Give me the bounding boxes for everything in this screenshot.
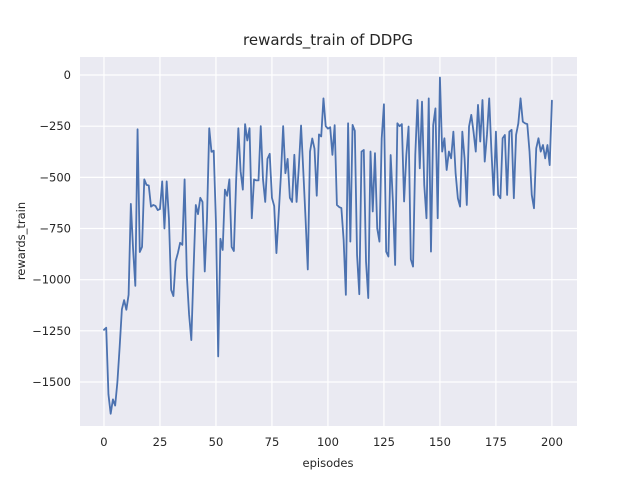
y-tick-label: −500 bbox=[39, 170, 71, 184]
y-tick-label: −1250 bbox=[32, 324, 71, 338]
x-tick-label: 25 bbox=[153, 435, 168, 449]
x-tick-label: 175 bbox=[485, 435, 507, 449]
y-tick-label: 0 bbox=[64, 68, 71, 82]
x-tick-label: 75 bbox=[265, 435, 280, 449]
y-tick-label: −250 bbox=[39, 119, 71, 133]
y-axis-label: rewards_train bbox=[14, 202, 28, 280]
x-tick-label: 150 bbox=[429, 435, 451, 449]
chart-title: rewards_train of DDPG bbox=[243, 31, 413, 50]
x-tick-label: 0 bbox=[100, 435, 107, 449]
y-tick-label: −750 bbox=[39, 222, 71, 236]
x-tick-label: 50 bbox=[209, 435, 224, 449]
x-tick-label: 200 bbox=[541, 435, 563, 449]
x-axis-label: episodes bbox=[303, 456, 354, 470]
series-line-rewards_train bbox=[103, 76, 553, 415]
y-tick-label: −1500 bbox=[32, 375, 71, 389]
x-tick-label: 125 bbox=[373, 435, 395, 449]
y-tick-label: −1000 bbox=[32, 273, 71, 287]
x-tick-label: 100 bbox=[317, 435, 339, 449]
